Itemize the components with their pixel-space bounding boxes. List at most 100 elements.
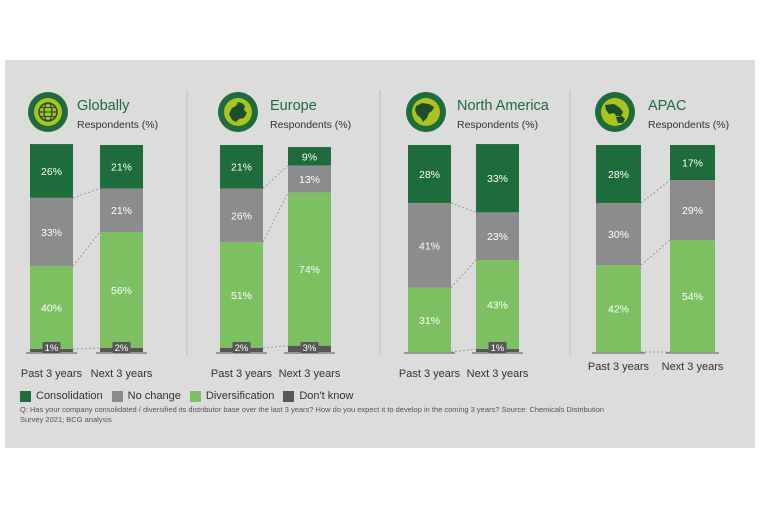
connector-line <box>450 348 477 353</box>
bar-segment-diversification <box>596 265 641 352</box>
data-label: 43% <box>487 299 508 311</box>
chart-subtitle: Respondents (%) <box>648 119 729 131</box>
bar-segment-no-change <box>100 188 143 232</box>
bar-segment-diversification <box>100 231 143 348</box>
bar-segment-no-change <box>408 202 451 288</box>
connector-line <box>640 179 671 204</box>
data-label: 41% <box>419 240 440 252</box>
data-label: 31% <box>419 315 440 327</box>
bar-segment-consolidation <box>408 145 451 203</box>
chart-subtitle: Respondents (%) <box>77 119 158 131</box>
data-label: 23% <box>487 231 508 243</box>
north-america-map-icon <box>415 103 434 122</box>
connector-line <box>640 239 671 266</box>
legend-label-diversification: Diversification <box>205 390 275 402</box>
data-label: 26% <box>41 166 62 178</box>
apac-map-icon <box>605 104 625 123</box>
legend-item-diversification: Diversification <box>189 390 275 402</box>
bar-segment-no-change <box>476 212 519 260</box>
connector-line <box>450 259 477 289</box>
chart-panel-4: APAC Respondents (%) 28% 30% 42% Past 3 years… <box>588 92 729 373</box>
footnote: Q: Has your company consolidated / diver… <box>20 405 605 424</box>
north-america-shape <box>415 103 434 122</box>
chart-panel-1: Globally Respondents (%) 26% 33% 40% 1% Past 3… <box>21 92 158 380</box>
bar-segment-no-change <box>670 180 715 241</box>
bar-segment-consolidation <box>596 145 641 203</box>
legend-swatch-dont-know <box>283 390 295 402</box>
europe-map-icon <box>229 102 247 122</box>
bar-segment-consolidation <box>30 144 73 198</box>
data-label: 29% <box>682 205 703 217</box>
globe-icon <box>38 102 58 122</box>
data-label: 26% <box>231 210 252 222</box>
dont-know-label-box <box>300 342 319 353</box>
data-label: 42% <box>608 304 629 316</box>
data-label: 40% <box>41 303 62 315</box>
data-label: 21% <box>111 205 132 217</box>
data-label: 13% <box>299 174 320 186</box>
connector-line <box>72 187 101 199</box>
legend-swatch-no-change <box>111 390 123 402</box>
data-label: 51% <box>231 290 252 302</box>
data-label: 28% <box>608 169 629 181</box>
chart-subtitle: Respondents (%) <box>457 119 538 131</box>
bar-segment-no-change <box>220 188 263 243</box>
bar-segment-no-change <box>596 202 641 266</box>
dont-know-label-box <box>112 342 131 353</box>
category-label: Past 3 years <box>211 368 273 380</box>
data-label: 54% <box>682 291 703 303</box>
bar-segment-diversification <box>408 287 451 352</box>
chart-title: Globally <box>77 98 130 114</box>
dont-know-label-box <box>232 342 251 353</box>
legend-item-no-change: No change <box>111 390 181 402</box>
category-label: Past 3 years <box>21 368 83 380</box>
legend-swatch-diversification <box>189 390 201 402</box>
category-label: Next 3 years <box>467 368 529 380</box>
data-label: 74% <box>299 264 320 276</box>
data-label: 33% <box>487 173 508 185</box>
legend-label-no-change: No change <box>127 390 181 402</box>
bar-segment-consolidation <box>220 145 263 189</box>
bar-segment-consolidation <box>100 145 143 189</box>
bar-segment-diversification <box>476 259 519 349</box>
data-label: 21% <box>111 162 132 174</box>
bar-segment-consolidation <box>476 144 519 213</box>
connector-line <box>262 165 289 189</box>
chart-title: Europe <box>270 98 317 114</box>
data-label: 2% <box>115 343 129 354</box>
data-label: 9% <box>302 151 317 163</box>
data-label: 30% <box>608 229 629 241</box>
chart-panel-3: North America Respondents (%) 28% 41% 31% Pas… <box>399 92 550 380</box>
legend-swatch-consolidation <box>20 390 31 402</box>
data-label: 2% <box>235 343 249 354</box>
category-label: Next 3 years <box>279 368 341 380</box>
bar-segment-diversification <box>220 242 263 348</box>
chart-title: North America <box>457 98 550 114</box>
bar-segment-diversification <box>288 192 331 346</box>
bar-segment-consolidation <box>670 145 715 181</box>
chart-subtitle: Respondents (%) <box>270 119 351 131</box>
legend-label-consolidation: Consolidation <box>36 390 103 402</box>
bar-segment-consolidation <box>288 147 331 166</box>
category-label: Next 3 years <box>662 361 724 373</box>
data-label: 56% <box>111 285 132 297</box>
bar-segment-no-change <box>30 197 73 267</box>
legend-item-dont-know: Don't know <box>283 390 353 402</box>
data-label: 3% <box>303 343 317 354</box>
connector-line <box>72 347 101 350</box>
asia-shape <box>605 104 623 116</box>
bar-segment-diversification <box>670 240 715 352</box>
data-label: 33% <box>41 227 62 239</box>
connector-line <box>72 231 101 267</box>
chart-title: APAC <box>648 98 686 114</box>
data-label: 1% <box>491 343 505 354</box>
data-label: 1% <box>45 343 59 354</box>
category-label: Past 3 years <box>588 361 650 373</box>
chart-panel-2: Europe Respondents (%) 21% 26% 51% 2% Past 3 y… <box>211 92 351 380</box>
dont-know-label-box <box>488 342 507 353</box>
data-label: 21% <box>231 162 252 174</box>
connector-line <box>450 202 477 213</box>
legend: Consolidation No change Diversification … <box>20 387 362 405</box>
data-label: 17% <box>682 158 703 170</box>
